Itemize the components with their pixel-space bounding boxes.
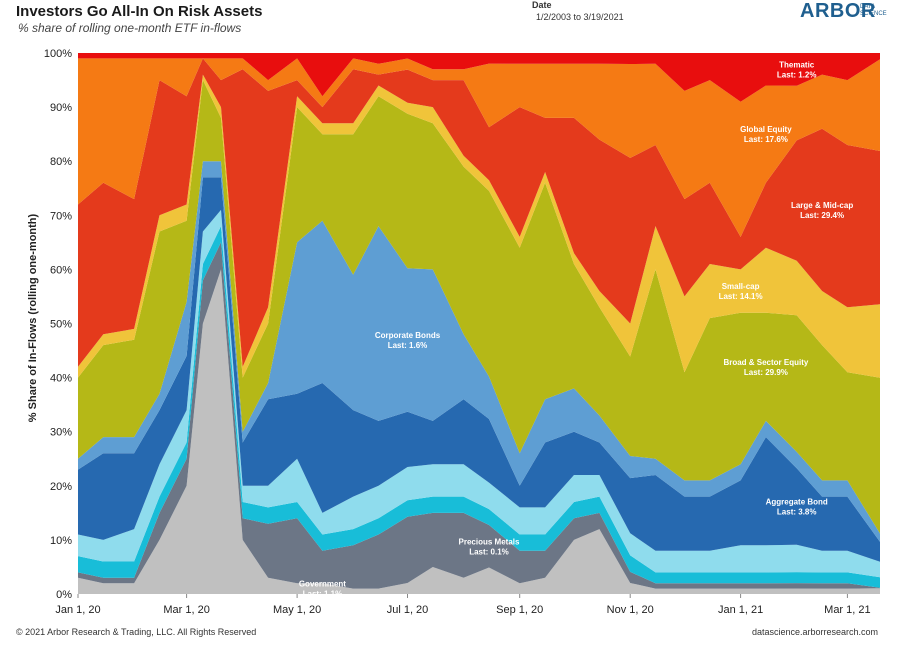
area-global-equity [78, 58, 880, 237]
label-aggregate-bond-name: Aggregate Bond [766, 498, 828, 507]
label-corporate-bonds-name: Corporate Bonds [375, 331, 441, 340]
area-large-mid-cap [78, 58, 880, 367]
label-thematic-last: Last: 1.2% [777, 70, 817, 79]
x-tick-label: Jul 1, 20 [387, 604, 429, 616]
label-precious-metals-last: Last: 0.1% [469, 547, 509, 556]
x-tick-label: Jan 1, 21 [718, 604, 763, 616]
label-thematic-name: Thematic [779, 60, 815, 69]
chart-subtitle: % share of rolling one-month ETF in-flow… [18, 21, 242, 35]
label-small-cap-last: Last: 14.1% [719, 292, 763, 301]
area-layer [78, 53, 880, 594]
label-corporate-bonds-last: Last: 1.6% [388, 341, 428, 350]
label-large-mid-cap-name: Large & Mid-cap [791, 201, 853, 210]
label-government-last: Last: 1.1% [303, 590, 343, 599]
label-government-name: Government [299, 580, 346, 589]
date-filter-label: Date [532, 0, 552, 10]
y-tick-label: 0% [56, 589, 72, 601]
y-tick-label: 100% [44, 48, 72, 60]
label-small-cap-name: Small-cap [722, 282, 760, 291]
x-axis: Jan 1, 20 Mar 1, 20 May 1, 20 Jul 1, 20 Sep … [55, 594, 871, 616]
label-global-equity-last: Last: 17.6% [744, 135, 788, 144]
area-aggregate-bond [78, 177, 880, 562]
area-broad-sector-equity [78, 80, 880, 534]
arbor-logo-subtitle: DATA SCIENCE [860, 4, 887, 17]
y-tick-label: 20% [50, 481, 72, 493]
label-aggregate-bond-last: Last: 3.8% [777, 508, 817, 517]
copyright-text: © 2021 Arbor Research & Trading, LLC. Al… [16, 627, 257, 637]
y-tick-label: 90% [50, 102, 72, 114]
y-tick-label: 50% [50, 319, 72, 331]
label-global-equity-name: Global Equity [740, 125, 792, 134]
y-tick-label: 10% [50, 535, 72, 547]
area-band-2 [78, 226, 880, 588]
y-axis: 0% 10% 20% 30% 40% 50% 60% 70% 80% 90% 100% [44, 48, 72, 601]
area-government [78, 269, 880, 594]
x-tick-label: May 1, 20 [273, 604, 321, 616]
x-tick-label: Jan 1, 20 [55, 604, 100, 616]
y-tick-label: 40% [50, 373, 72, 385]
x-tick-label: Sep 1, 20 [496, 604, 543, 616]
y-tick-label: 70% [50, 210, 72, 222]
y-tick-label: 60% [50, 264, 72, 276]
arbor-logo: ARBOR [800, 0, 876, 22]
label-precious-metals-name: Precious Metals [459, 537, 520, 546]
area-small-cap [78, 74, 880, 378]
label-large-mid-cap-last: Last: 29.4% [800, 211, 844, 220]
y-tick-label: 80% [50, 156, 72, 168]
label-broad-sector-equity-last: Last: 29.9% [744, 368, 788, 377]
y-tick-label: 30% [50, 427, 72, 439]
website-link[interactable]: datascience.arborresearch.com [751, 627, 878, 637]
date-filter-value[interactable]: 1/2/2003 to 3/19/2021 [536, 12, 624, 22]
x-tick-label: Mar 1, 21 [824, 604, 870, 616]
y-axis-title: % Share of In-Flows (rolling one-month) [27, 213, 39, 422]
x-tick-label: Nov 1, 20 [607, 604, 654, 616]
chart-title: Investors Go All-In On Risk Assets [16, 3, 263, 20]
area-band-3 [78, 209, 880, 578]
label-broad-sector-equity-name: Broad & Sector Equity [723, 358, 808, 367]
x-tick-label: Mar 1, 20 [163, 604, 209, 616]
area-thematic [78, 53, 880, 102]
